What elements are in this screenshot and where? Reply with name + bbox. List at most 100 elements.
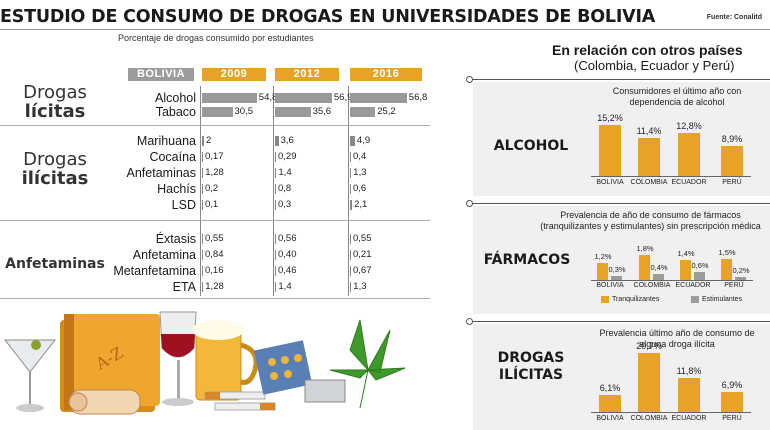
category-label: COLOMBIA	[630, 179, 668, 186]
value-label: 0,40	[278, 249, 297, 260]
value-label: 56,9	[333, 92, 353, 103]
value-tick	[275, 266, 276, 276]
value-label: 25,2	[377, 106, 396, 117]
value-label: 1,3	[353, 167, 367, 178]
x-axis	[591, 412, 751, 413]
estimulantes-bar	[694, 271, 705, 280]
value-label: 56,8	[408, 92, 428, 103]
value-tick	[350, 282, 352, 292]
row-label: Éxtasis	[155, 232, 196, 246]
value-label: 2	[206, 135, 212, 146]
data-bar	[721, 392, 743, 412]
value-label: 0,46	[278, 265, 297, 276]
data-bar	[599, 124, 621, 176]
wine-glass-icon	[159, 311, 197, 406]
row-label: Tabaco	[155, 105, 196, 119]
x-axis	[591, 280, 753, 281]
category-label: BOLIVIA	[596, 282, 624, 289]
legend-swatch-tranquilizantes	[601, 296, 609, 303]
cigarettes-icon	[204, 391, 276, 411]
value-tick	[202, 250, 203, 260]
legend-swatch-estimulantes	[691, 296, 699, 303]
value-tick	[202, 234, 203, 244]
data-label: 0,6%	[691, 260, 709, 270]
comparison-heading: En relación con otros países	[552, 42, 743, 58]
value-label: 3,6	[280, 135, 294, 146]
connector-line	[470, 203, 770, 204]
page-title: ESTUDIO DE CONSUMO DE DROGAS EN UNIVERSI…	[0, 7, 656, 27]
value-label: 0,2	[205, 183, 219, 194]
panel-label: ALCOHOL	[493, 138, 569, 154]
panel-title: Prevalencia último año de consumo de alg…	[599, 328, 755, 349]
estimulantes-bar	[653, 274, 664, 280]
data-label: 11,4%	[636, 125, 662, 136]
value-label: 0,4	[353, 151, 367, 162]
category-label: ECUADOR	[671, 179, 707, 186]
row-label: Alcohol	[155, 91, 196, 105]
value-label: 0,29	[278, 151, 297, 162]
value-label: 35,6	[312, 106, 332, 117]
drogas-ilicitas-panel: Prevalencia último año de consumo de alg…	[473, 324, 770, 430]
value-label: 0,55	[205, 233, 224, 244]
value-bar	[350, 93, 407, 103]
razor-blade-icon	[304, 379, 346, 403]
value-tick	[350, 266, 351, 276]
value-label: 0,17	[205, 151, 224, 162]
connector-line	[470, 79, 770, 80]
row-label: Hachís	[157, 182, 196, 196]
farmacos-panel: Prevalencia de año de consumo de fármaco…	[473, 206, 770, 314]
value-tick	[202, 168, 204, 178]
source-note: Fuente: Conalitd	[706, 14, 762, 21]
cannabis-leaf-icon	[329, 319, 406, 409]
tranquilizantes-bar	[721, 259, 732, 280]
connector-dot	[466, 200, 473, 207]
group-label: Drogas ilícitas	[0, 150, 110, 188]
value-label: 0,6	[353, 183, 367, 194]
group-separator	[0, 298, 430, 299]
value-tick	[275, 234, 276, 244]
value-tick	[202, 136, 204, 146]
value-tick	[350, 152, 351, 162]
row-label: ETA	[172, 280, 196, 294]
pills-icon	[253, 340, 313, 395]
value-label: 0,67	[353, 265, 372, 276]
bolivia-table: BOLIVIA 2009 2012 2016 Drogas lícitas Alcohol 5…	[0, 68, 430, 299]
alcohol-panel: Consumidores el último año con dependenc…	[473, 82, 770, 196]
country-header: BOLIVIA	[128, 68, 194, 81]
value-label: 1,3	[353, 281, 367, 292]
category-label: COLOMBIA	[633, 282, 671, 289]
value-label: 0,84	[205, 249, 224, 260]
group-separator	[0, 220, 430, 221]
value-tick	[350, 200, 353, 210]
value-label: 1,4	[278, 281, 292, 292]
value-label: 1,28	[205, 281, 224, 292]
value-tick	[275, 250, 276, 260]
value-bar	[350, 107, 376, 117]
data-label: 1,4%	[677, 249, 695, 259]
year-header: 2012	[275, 68, 339, 81]
value-label: 0,55	[353, 233, 372, 244]
value-bar	[202, 93, 257, 103]
row-label: Marihuana	[136, 134, 196, 148]
value-bar	[275, 93, 332, 103]
legend-label: Tranquilizantes	[612, 296, 660, 303]
value-tick	[275, 184, 276, 194]
value-tick	[202, 152, 203, 162]
panel-title: Prevalencia de año de consumo de fármaco…	[540, 210, 761, 231]
value-label: 0,1	[205, 199, 219, 210]
row-label: Anfetaminas	[126, 166, 196, 180]
panel-label: DROGAS ILÍCITAS	[497, 350, 565, 383]
group-separator	[0, 125, 430, 126]
tranquilizantes-bar	[639, 254, 650, 280]
scroll-icon	[68, 389, 141, 415]
book-icon: A-Z	[60, 314, 160, 412]
value-tick	[350, 136, 355, 146]
value-label: 0,16	[205, 265, 224, 276]
data-bar	[678, 378, 700, 412]
data-label: 8,9%	[721, 133, 743, 144]
group-label-line2: ilícitas	[21, 168, 89, 189]
value-label: 1,28	[205, 167, 224, 178]
connector-dot	[466, 76, 473, 83]
value-tick	[275, 168, 277, 178]
connector-line	[470, 321, 770, 322]
